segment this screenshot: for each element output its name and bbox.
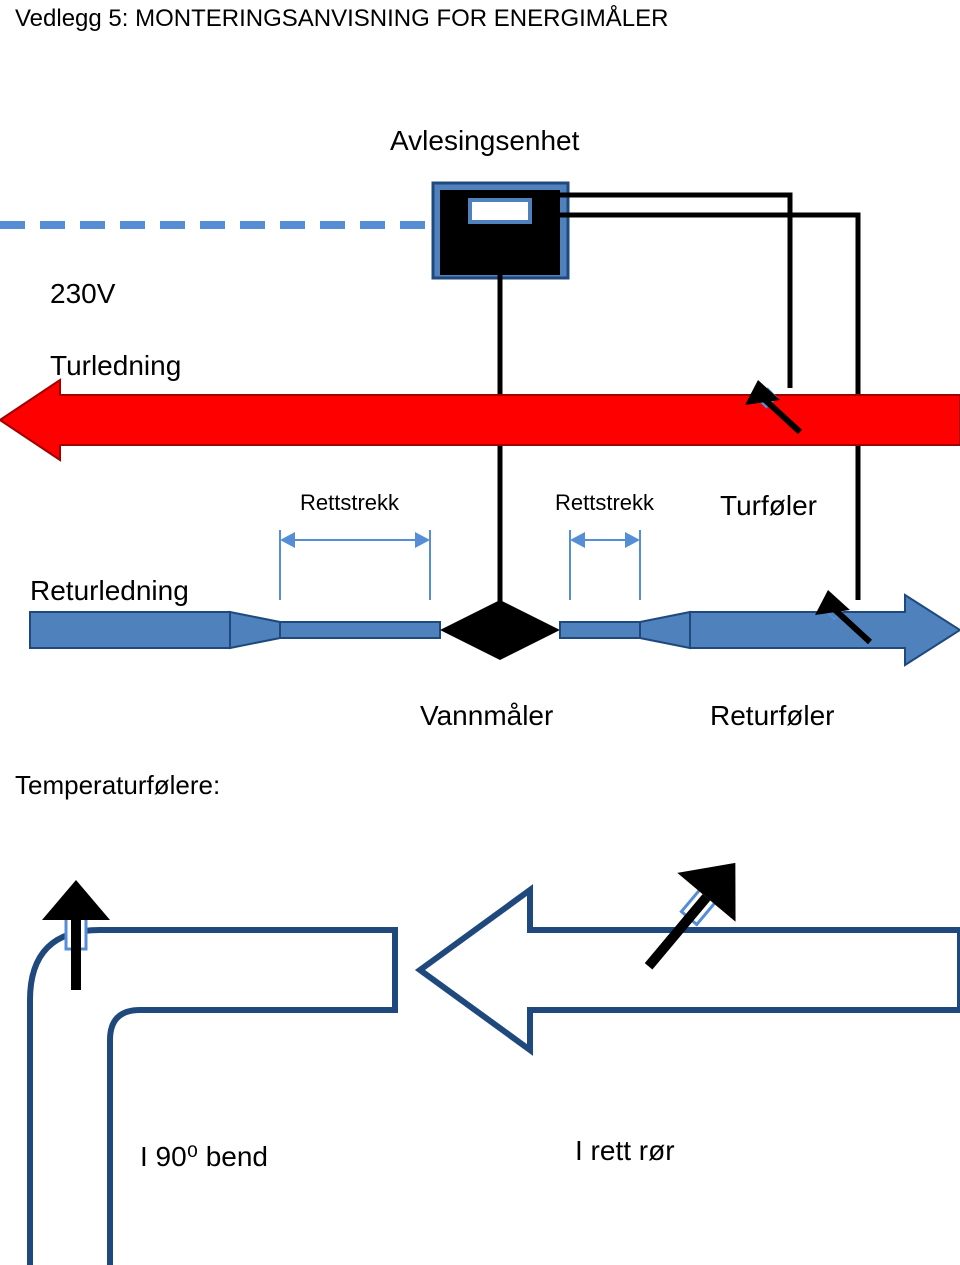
- straight-pipe-with-sensor: [420, 838, 960, 1050]
- bend-90-pipe: [30, 880, 395, 1265]
- bend-90-label: I 90⁰ bend: [140, 1140, 268, 1173]
- supply-sensor-label: Turføler: [720, 490, 817, 522]
- straight-label-1: Rettstrekk: [300, 490, 399, 516]
- return-pipe-label: Returledning: [30, 575, 189, 607]
- temp-sensors-label: Temperaturfølere:: [15, 770, 220, 801]
- reading-unit-display: [470, 200, 530, 222]
- reading-unit-label: Avlesingsenhet: [390, 125, 579, 157]
- water-meter-label: Vannmåler: [420, 700, 553, 732]
- cable-to-supply-sensor: [555, 195, 790, 388]
- straight-arrow-1: [280, 530, 430, 600]
- supply-pipe-arrow: [0, 380, 960, 460]
- main-diagram: [0, 0, 960, 1265]
- return-sensor-label: Returføler: [710, 700, 834, 732]
- straight-arrow-2: [570, 530, 640, 600]
- straight-pipe-label: I rett rør: [575, 1135, 675, 1167]
- supply-pipe-label: Turledning: [50, 350, 181, 382]
- straight-label-2: Rettstrekk: [555, 490, 654, 516]
- voltage-label: 230V: [50, 278, 115, 310]
